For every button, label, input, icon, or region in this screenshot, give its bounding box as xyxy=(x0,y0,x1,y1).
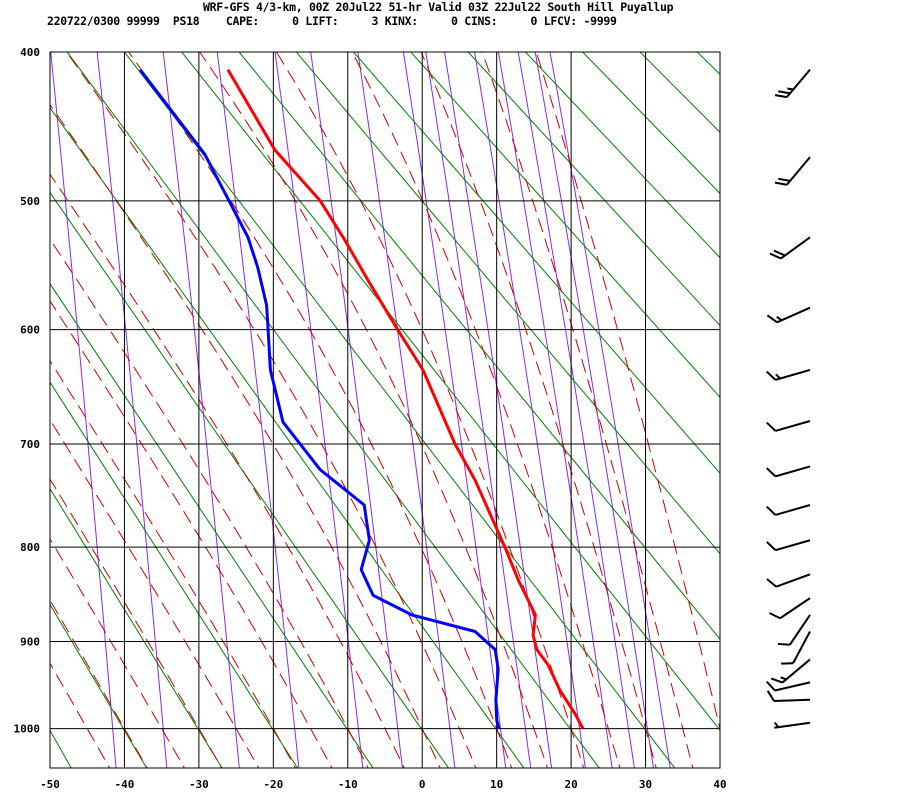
moist-adiabat-line xyxy=(50,359,296,768)
moist-adiabat-line xyxy=(50,478,223,768)
dry-adiabat-line xyxy=(66,52,600,768)
mixing-ratio-line xyxy=(549,52,671,768)
dry-adiabat-line xyxy=(524,52,720,259)
moist-adiabat-line xyxy=(50,599,148,768)
dry-adiabat-line xyxy=(352,52,720,474)
moist-adiabat-line xyxy=(50,538,186,768)
dry-adiabat-line xyxy=(50,106,525,768)
x-tick-label: 20 xyxy=(564,778,577,791)
dewpoint-profile-line xyxy=(138,68,501,729)
mixing-ratio-line xyxy=(517,52,635,768)
wind-barb xyxy=(766,465,811,478)
wind-barb xyxy=(770,658,811,684)
moist-adiabat-line xyxy=(275,52,585,768)
wind-barb xyxy=(774,156,811,186)
y-tick-label: 400 xyxy=(20,46,40,59)
mixing-ratio-line xyxy=(534,52,655,768)
x-tick-label: 10 xyxy=(490,778,503,791)
moist-adiabat-line xyxy=(50,238,369,768)
mixing-ratio-line xyxy=(357,52,456,768)
dry-adiabat-line xyxy=(295,52,720,555)
wind-barb xyxy=(769,236,811,260)
wind-barb xyxy=(766,420,811,432)
wind-barb xyxy=(777,614,811,646)
moist-adiabat-line xyxy=(65,52,477,768)
dry-adiabat-line xyxy=(50,487,223,768)
mixing-ratio-line xyxy=(162,52,240,768)
dry-adiabat-line xyxy=(410,52,720,399)
dry-adiabat-line xyxy=(181,52,720,731)
dry-adiabat-line xyxy=(50,381,299,768)
sounding-indices: 220722/0300 99999 PS18 CAPE: 0 LIFT: 3 K… xyxy=(47,14,617,28)
dry-adiabat-line xyxy=(720,19,900,778)
temperature-profile-line xyxy=(226,68,585,730)
x-tick-label: 0 xyxy=(419,778,426,791)
y-tick-label: 800 xyxy=(20,541,40,554)
x-tick-label: -10 xyxy=(338,778,358,791)
moist-adiabat-line xyxy=(420,52,657,768)
wind-barb xyxy=(766,681,811,692)
mixing-ratio-line xyxy=(497,52,613,768)
y-tick-label: 500 xyxy=(20,195,40,208)
dry-adiabat-line xyxy=(50,603,148,768)
dry-adiabat-line xyxy=(50,282,374,768)
wind-barb xyxy=(766,369,811,381)
mixing-ratio-line xyxy=(274,52,364,768)
dry-adiabat-line xyxy=(639,52,720,133)
mixing-ratio-line xyxy=(50,52,117,768)
moist-adiabat-line xyxy=(50,662,111,768)
wind-barb xyxy=(773,721,811,729)
mixing-ratio-line xyxy=(425,52,532,768)
y-tick-label: 1000 xyxy=(14,723,41,736)
dry-adiabat-line xyxy=(581,52,720,195)
plot-frame xyxy=(49,51,721,769)
x-tick-label: 40 xyxy=(713,778,726,791)
wind-barb xyxy=(766,690,811,702)
dry-adiabat-line xyxy=(467,52,720,327)
y-tick-label: 600 xyxy=(20,324,40,337)
x-tick-label: -50 xyxy=(40,778,60,791)
dry-adiabat-line xyxy=(50,729,72,768)
wind-barb xyxy=(766,306,811,324)
wind-barb xyxy=(768,597,811,620)
y-tick-label: 700 xyxy=(20,438,40,451)
chart-title: WRF-GFS 4/3-km, 00Z 20Jul22 51-hr Valid … xyxy=(203,0,674,14)
wind-barb xyxy=(766,539,811,552)
mixing-ratio-line xyxy=(310,52,403,768)
dry-adiabat-line xyxy=(50,191,450,768)
moist-adiabat-line xyxy=(535,52,720,731)
x-tick-label: -20 xyxy=(263,778,283,791)
mixing-ratio-line xyxy=(443,52,553,768)
mixing-ratio-line xyxy=(96,52,168,768)
wind-barb xyxy=(766,573,811,588)
moist-adiabat-line xyxy=(50,300,333,768)
moist-adiabat-line xyxy=(50,173,405,768)
moist-adiabat-line xyxy=(50,103,441,768)
y-tick-label: 900 xyxy=(20,635,40,648)
wind-barb xyxy=(781,631,811,665)
x-tick-label: -30 xyxy=(189,778,209,791)
mixing-ratio-line xyxy=(216,52,300,768)
moist-adiabat-line xyxy=(50,419,260,768)
x-tick-label: 30 xyxy=(639,778,652,791)
moist-adiabat-line xyxy=(199,52,549,768)
moist-adiabat-line xyxy=(351,52,621,768)
wind-barb xyxy=(766,504,811,516)
moist-adiabat-line xyxy=(481,52,694,768)
x-tick-label: -40 xyxy=(115,778,135,791)
wind-barb xyxy=(774,68,811,99)
mixing-ratio-line xyxy=(473,52,586,768)
mixing-ratio-line xyxy=(402,52,507,768)
dry-adiabat-line xyxy=(238,52,720,640)
